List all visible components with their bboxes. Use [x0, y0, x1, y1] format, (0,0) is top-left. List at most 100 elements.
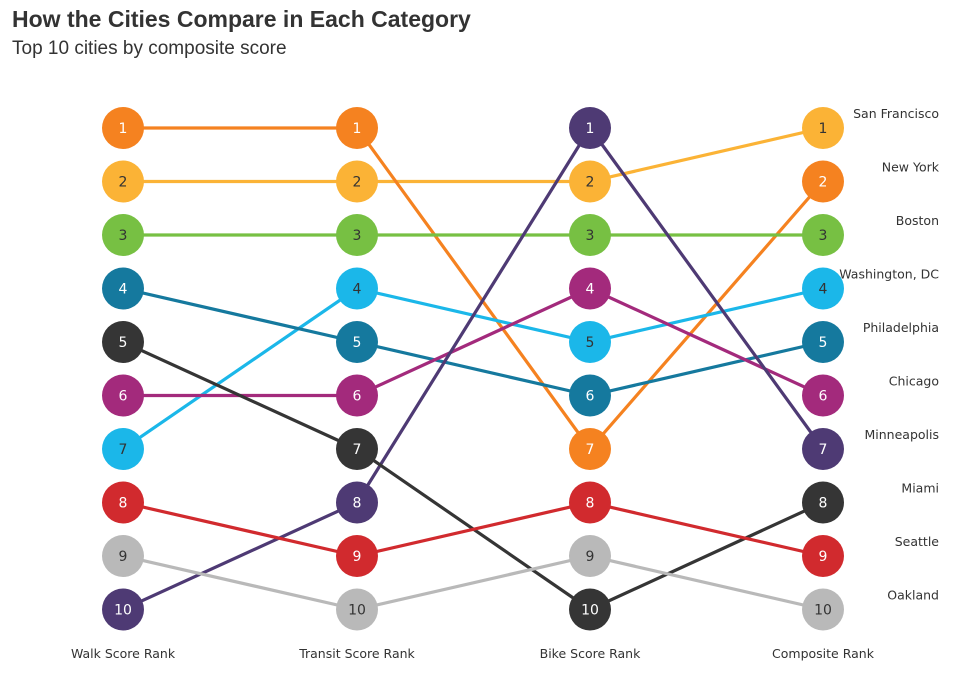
rank-marker-miami-3: [569, 588, 611, 631]
series-line-miami: [122, 340, 824, 612]
rank-marker-seattle-4: [802, 535, 844, 577]
rank-value-label: 6: [119, 389, 128, 405]
rank-value-label: 6: [353, 389, 362, 405]
rank-marker-oakland-1: [102, 535, 144, 577]
rank-value-label: 8: [586, 496, 595, 512]
rank-value-label: 9: [819, 549, 828, 565]
x-axis-label-bike-score-rank: Bike Score Rank: [540, 646, 641, 661]
rank-marker-philadelphia-3: [569, 374, 611, 417]
rank-value-label: 3: [353, 228, 362, 244]
rank-value-label: 1: [586, 121, 595, 137]
rank-marker-philadelphia-4: [802, 321, 844, 363]
rank-marker-miami-4: [802, 481, 844, 524]
series-line-minneapolis: [122, 126, 825, 611]
rank-marker-san-francisco-4: [802, 107, 844, 149]
rank-value-label: 2: [119, 175, 128, 191]
series-line-philadelphia: [122, 286, 824, 398]
x-axis-label-transit-score-rank: Transit Score Rank: [298, 646, 415, 661]
rank-marker-san-francisco-2: [336, 160, 378, 203]
rank-marker-minneapolis-3: [569, 107, 611, 149]
rank-marker-boston-4: [802, 214, 844, 256]
rank-value-label: 7: [353, 442, 362, 458]
rank-value-label: 5: [586, 335, 595, 351]
series-line-seattle: [122, 500, 824, 558]
rank-marker-boston-1: [102, 214, 144, 256]
city-label-seattle: Seattle: [895, 534, 940, 549]
rank-value-label: 6: [819, 389, 828, 405]
rank-marker-chicago-2: [336, 374, 378, 417]
rank-value-label: 4: [353, 282, 362, 298]
rank-marker-washington-dc-4: [802, 267, 844, 310]
axis-labels: Walk Score Rank Transit Score Rank Bike Sc…: [71, 646, 875, 661]
rank-marker-boston-2: [336, 214, 378, 256]
rank-marker-new-york-2: [336, 107, 378, 149]
rank-value-label: 6: [586, 389, 595, 405]
rank-value-label: 5: [353, 335, 362, 351]
rank-value-label: 2: [819, 175, 828, 191]
rank-marker-oakland-3: [569, 535, 611, 577]
rank-value-label: 9: [586, 549, 595, 565]
city-label-miami: Miami: [901, 481, 939, 496]
series-line-san-francisco: [123, 126, 824, 184]
rank-marker-new-york-4: [802, 160, 844, 203]
city-labels: San Francisco New York Boston Washington, D…: [839, 106, 940, 603]
series-lines: [122, 126, 825, 612]
rank-marker-miami-1: [102, 321, 144, 363]
rank-value-label: 2: [353, 175, 362, 191]
rank-value-label: 4: [819, 282, 828, 298]
city-label-san-francisco: San Francisco: [853, 106, 939, 121]
rank-marker-minneapolis-1: [102, 588, 144, 631]
rank-marker-seattle-1: [102, 481, 144, 524]
rank-marker-oakland-2: [336, 588, 378, 631]
rank-value-label: 7: [819, 442, 828, 458]
rank-value-label: 9: [353, 549, 362, 565]
rank-value-label: 5: [819, 335, 828, 351]
rank-value-label: 9: [119, 549, 128, 565]
rank-value-label: 8: [819, 496, 828, 512]
city-label-new-york: New York: [882, 160, 940, 175]
rank-value-label: 7: [119, 442, 128, 458]
series-line-oakland: [122, 554, 824, 612]
rank-marker-oakland-4: [802, 588, 844, 631]
rank-value-label: 1: [353, 121, 362, 137]
rank-value-label: 1: [819, 121, 828, 137]
rank-marker-philadelphia-1: [102, 267, 144, 310]
city-label-minneapolis: Minneapolis: [865, 427, 940, 442]
rank-value-label: 10: [348, 603, 366, 619]
rank-value-label: 5: [119, 335, 128, 351]
chart-title: How the Cities Compare in Each Category: [12, 6, 471, 32]
rank-value-label: 10: [114, 603, 132, 619]
city-label-boston: Boston: [896, 213, 939, 228]
rank-value-label: 4: [586, 282, 595, 298]
x-axis-label-composite-rank: Composite Rank: [772, 646, 875, 661]
rank-value-label: 8: [119, 496, 128, 512]
rank-marker-chicago-3: [569, 267, 611, 310]
rank-marker-washington-dc-3: [569, 321, 611, 363]
rank-value-label: 4: [119, 282, 128, 298]
rank-marker-new-york-1: [102, 107, 144, 149]
city-label-oakland: Oakland: [887, 588, 939, 603]
rank-marker-san-francisco-1: [102, 160, 144, 203]
series-line-new-york: [123, 126, 825, 451]
rank-value-label: 7: [586, 442, 595, 458]
rank-marker-washington-dc-2: [336, 267, 378, 310]
rank-marker-minneapolis-2: [336, 481, 378, 524]
rank-value-label: 3: [819, 228, 828, 244]
rank-marker-seattle-2: [336, 535, 378, 577]
city-label-chicago: Chicago: [889, 374, 939, 389]
rank-value-label: 8: [353, 496, 362, 512]
rank-marker-chicago-4: [802, 374, 844, 417]
rank-marker-chicago-1: [102, 374, 144, 417]
rank-value-label: 2: [586, 175, 595, 191]
rank-marker-seattle-3: [569, 481, 611, 524]
rank-marker-minneapolis-4: [802, 428, 844, 470]
city-label-washington-dc: Washington, DC: [839, 267, 939, 282]
rank-markers: 2 2 2 1 1 1 7 2 3 3 3 3 7 4 5 4 4 5 6 5 6 6 4 6 10 8 1 7 5 7 10 8 8 9 8 9 9 1…: [102, 107, 844, 631]
rank-value-label: 10: [814, 603, 832, 619]
city-label-philadelphia: Philadelphia: [863, 320, 939, 335]
rank-value-label: 3: [586, 228, 595, 244]
rank-marker-new-york-3: [569, 428, 611, 470]
rank-marker-washington-dc-1: [102, 428, 144, 470]
rank-marker-san-francisco-3: [569, 160, 611, 203]
